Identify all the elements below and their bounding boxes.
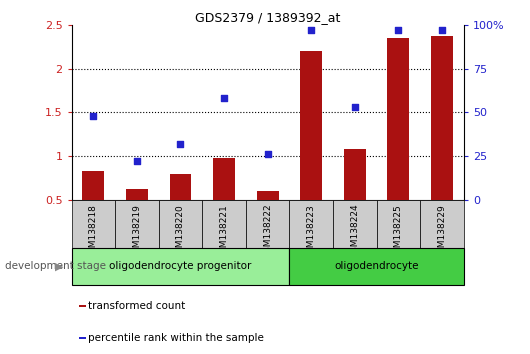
Text: oligodendrocyte: oligodendrocyte (334, 261, 419, 272)
Bar (431, 36, 453, 200)
Text: GSM138219: GSM138219 (132, 204, 142, 259)
Bar (213, 158, 235, 200)
Bar (420, 200, 464, 248)
Text: development stage: development stage (5, 261, 107, 272)
Bar (246, 200, 289, 248)
Point (89, 113, 98, 119)
Bar (80, 337, 86, 339)
Text: percentile rank within the sample: percentile rank within the sample (88, 333, 264, 343)
Bar (289, 248, 464, 285)
Text: GSM138229: GSM138229 (437, 204, 446, 258)
Text: transformed count: transformed count (88, 301, 186, 311)
Point (350, 104, 359, 110)
Text: ▶: ▶ (55, 261, 64, 272)
Point (438, 27, 446, 33)
Title: GDS2379 / 1389392_at: GDS2379 / 1389392_at (195, 11, 340, 24)
Bar (344, 149, 366, 200)
Point (220, 96, 228, 101)
Bar (72, 200, 115, 248)
Bar (289, 200, 333, 248)
Text: GSM138224: GSM138224 (350, 204, 359, 258)
Bar (158, 200, 202, 248)
Bar (387, 38, 409, 200)
Bar (126, 189, 148, 200)
Text: oligodendrocyte progenitor: oligodendrocyte progenitor (109, 261, 252, 272)
Text: GSM138221: GSM138221 (219, 204, 228, 258)
Bar (257, 191, 279, 200)
Bar (301, 51, 322, 200)
Text: GSM138222: GSM138222 (263, 204, 272, 258)
Text: GSM138223: GSM138223 (307, 204, 316, 258)
Bar (170, 174, 191, 200)
Bar (202, 200, 246, 248)
Bar (80, 305, 86, 307)
Point (176, 141, 185, 147)
Point (307, 27, 315, 33)
Text: GSM138218: GSM138218 (89, 204, 98, 259)
Point (132, 159, 141, 164)
Text: GSM138225: GSM138225 (394, 204, 403, 258)
Bar (72, 248, 289, 285)
Bar (333, 200, 377, 248)
Point (394, 27, 403, 33)
Bar (115, 200, 158, 248)
Text: GSM138220: GSM138220 (176, 204, 185, 258)
Bar (83, 171, 104, 200)
Point (263, 152, 272, 157)
Bar (377, 200, 420, 248)
